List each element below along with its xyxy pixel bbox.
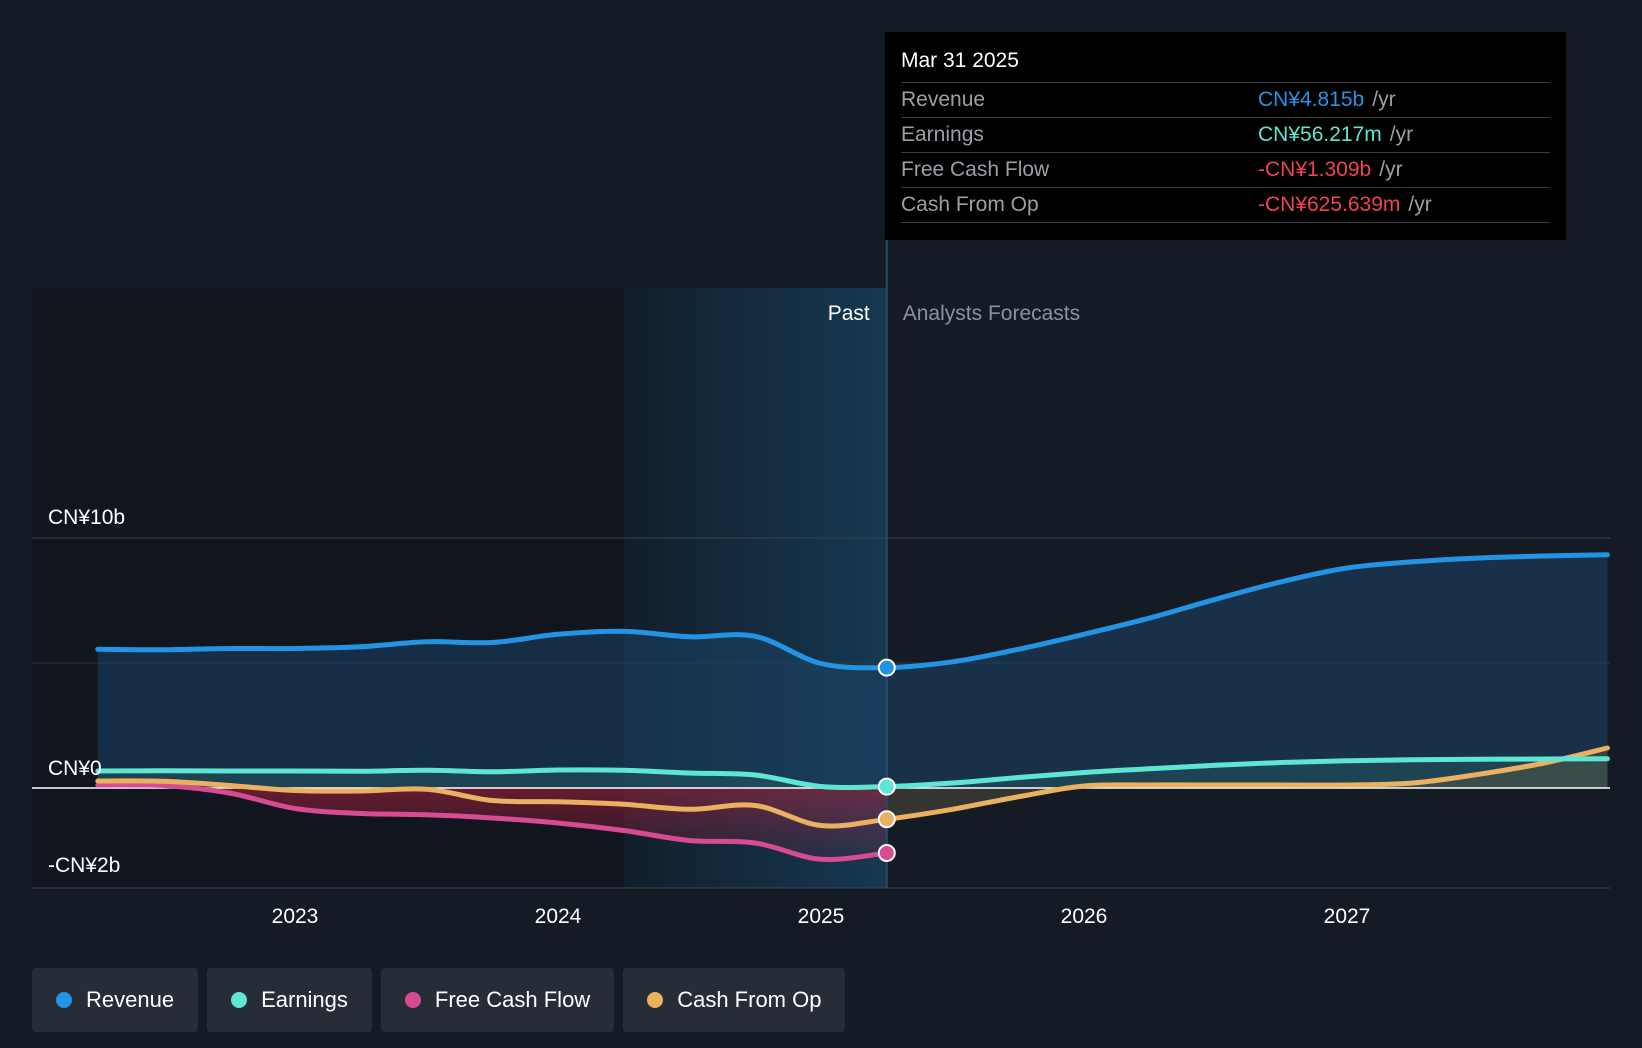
cash-from-op-marker	[877, 810, 896, 829]
revenue-marker	[877, 658, 896, 677]
chart: CN¥10b CN¥0 -CN¥2b 2023 2024 2025 2026 2027 Past…	[32, 240, 1610, 928]
tooltip-row-cash-from-op: Cash From Op -CN¥625.639m /yr	[901, 187, 1550, 223]
negative-cashflow-area	[97, 788, 887, 860]
revenue-area	[97, 554, 1608, 788]
tooltip-value: CN¥56.217m	[1258, 123, 1382, 146]
tooltip-unit: /yr	[1389, 123, 1414, 146]
x-axis-label: 2027	[1324, 905, 1371, 928]
x-axis-label: 2026	[1061, 905, 1108, 928]
y-axis-label: -CN¥2b	[48, 854, 120, 877]
legend-item-free-cash-flow[interactable]: Free Cash Flow	[380, 968, 615, 1032]
tooltip-value: -CN¥625.639m	[1258, 193, 1401, 216]
tooltip-value: -CN¥1.309b	[1258, 158, 1372, 181]
cash-from-op-dot-icon	[647, 992, 664, 1008]
legend-item-cash-from-op[interactable]: Cash From Op	[623, 968, 846, 1032]
tooltip-unit: /yr	[1372, 88, 1396, 111]
forecast-label: Analysts Forecasts	[903, 302, 1080, 325]
legend-label: Cash From Op	[677, 987, 822, 1012]
x-axis-label: 2023	[272, 905, 319, 928]
legend-item-revenue[interactable]: Revenue	[32, 968, 199, 1032]
tooltip-value: CN¥4.815b	[1258, 88, 1365, 111]
tooltip-label: Free Cash Flow	[901, 158, 1050, 181]
legend-label: Revenue	[86, 987, 175, 1012]
tooltip-row-free-cash-flow: Free Cash Flow -CN¥1.309b /yr	[901, 152, 1550, 187]
revenue-line	[95, 552, 1610, 671]
x-axis-label: 2025	[798, 905, 845, 928]
tooltip-row-revenue: Revenue CN¥4.815b /yr	[901, 82, 1550, 117]
revenue-dot-icon	[56, 992, 72, 1008]
y-axis-label: CN¥10b	[48, 506, 125, 529]
tooltip-label: Earnings	[901, 123, 984, 146]
free-cash-flow-line	[95, 782, 890, 863]
cash-from-op-line	[95, 745, 1610, 829]
free-cash-flow-marker	[877, 844, 896, 862]
tooltip-date: Mar 31 2025	[901, 49, 1019, 72]
earnings-dot-icon	[231, 992, 248, 1008]
tooltip-row-earnings: Earnings CN¥56.217m /yr	[901, 117, 1550, 152]
tooltip: Mar 31 2025 Revenue CN¥4.815b /yr Earnin…	[885, 32, 1566, 240]
tooltip-unit: /yr	[1379, 158, 1403, 181]
earnings-marker	[877, 777, 896, 796]
tooltip-label: Cash From Op	[901, 193, 1039, 216]
tooltip-label: Revenue	[901, 88, 986, 111]
legend-item-earnings[interactable]: Earnings	[207, 968, 372, 1032]
past-label: Past	[828, 302, 870, 325]
earnings-line	[95, 756, 1610, 791]
legend-label: Earnings	[261, 987, 348, 1012]
legend: Revenue Earnings Free Cash Flow Cash Fro…	[32, 968, 846, 1032]
legend-label: Free Cash Flow	[434, 987, 591, 1012]
free-cash-flow-dot-icon	[404, 992, 421, 1008]
tooltip-unit: /yr	[1408, 193, 1432, 216]
y-axis-label: CN¥0	[48, 757, 102, 780]
x-axis-label: 2024	[535, 905, 582, 928]
cash-from-op-forecast-area	[886, 748, 1608, 820]
